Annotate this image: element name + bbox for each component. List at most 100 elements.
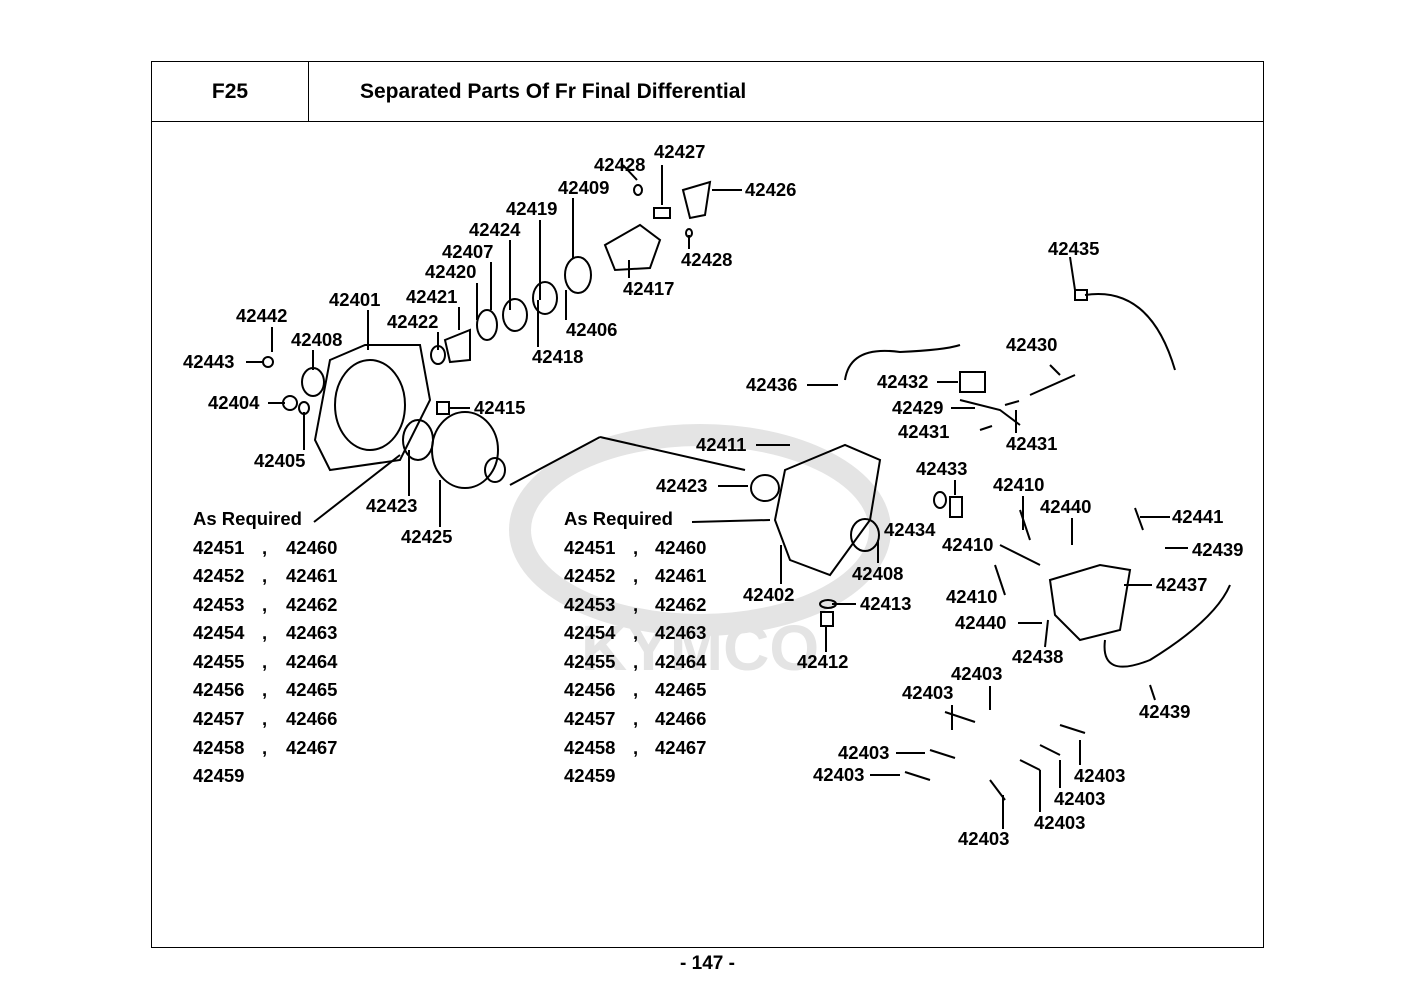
- callout-label: 42403: [1074, 765, 1126, 786]
- callout-label: 42439: [1139, 701, 1191, 722]
- callout-label: 42436: [746, 374, 798, 395]
- part-number: 42465: [655, 679, 707, 700]
- callout-label: 42413: [860, 593, 912, 614]
- part-number: 42466: [286, 708, 338, 729]
- part-number: 42457: [564, 708, 616, 729]
- callout-label: 42419: [506, 198, 558, 219]
- callout-label: 42411: [696, 434, 747, 455]
- callout-label: 42405: [254, 450, 306, 471]
- callout-label: 42403: [838, 742, 890, 763]
- separator: ,: [262, 651, 268, 672]
- part-number: 42463: [286, 622, 338, 643]
- separator: ,: [633, 594, 639, 615]
- callout-label: 42439: [1192, 539, 1244, 560]
- part-number: 42459: [193, 765, 245, 786]
- page-number: - 147 -: [680, 953, 735, 974]
- callout-label: 42431: [1006, 433, 1058, 454]
- part-number: 42458: [564, 737, 616, 758]
- part-number: 42456: [564, 679, 616, 700]
- part-number: 42451: [193, 537, 245, 558]
- part-number: 42460: [655, 537, 707, 558]
- separator: ,: [633, 737, 639, 758]
- callout-label: 42422: [387, 311, 439, 332]
- part-number: 42456: [193, 679, 245, 700]
- part-number: 42459: [564, 765, 616, 786]
- svg-text:KYMCO: KYMCO: [581, 612, 819, 684]
- callout-label: 42427: [654, 141, 706, 162]
- callout-label: 42421: [406, 286, 458, 307]
- callout-label: 42426: [745, 179, 797, 200]
- callout-label: 42407: [442, 241, 494, 262]
- callout-label: 42403: [902, 682, 954, 703]
- separator: ,: [262, 737, 268, 758]
- callout-label: 42410: [993, 474, 1045, 495]
- part-number: 42462: [655, 594, 707, 615]
- callout-label: 42433: [916, 458, 968, 479]
- part-number: 42465: [286, 679, 338, 700]
- diagram-frame: [151, 121, 1264, 948]
- separator: ,: [633, 708, 639, 729]
- callout-label: 42424: [469, 219, 521, 240]
- part-number: 42451: [564, 537, 616, 558]
- part-number: 42454: [564, 622, 616, 643]
- separator: ,: [262, 565, 268, 586]
- part-number: 42453: [193, 594, 245, 615]
- separator: ,: [262, 594, 268, 615]
- callout-label: 42435: [1048, 238, 1100, 259]
- part-number: 42455: [193, 651, 245, 672]
- part-number: 42466: [655, 708, 707, 729]
- part-number: 42454: [193, 622, 245, 643]
- separator: ,: [633, 651, 639, 672]
- part-number: 42452: [193, 565, 245, 586]
- kymco-watermark: KYMCO: [509, 424, 891, 684]
- callout-label: 42410: [942, 534, 994, 555]
- callout-label: 42408: [852, 563, 904, 584]
- callout-label: 42420: [425, 261, 477, 282]
- part-number: 42462: [286, 594, 338, 615]
- separator: ,: [633, 679, 639, 700]
- callout-label: 42438: [1012, 646, 1064, 667]
- callout-label: 42403: [1054, 788, 1106, 809]
- callout-label: 42429: [892, 397, 944, 418]
- separator: ,: [262, 537, 268, 558]
- callout-label: 42417: [623, 278, 675, 299]
- separator: ,: [633, 537, 639, 558]
- part-number: 42461: [655, 565, 707, 586]
- callout-label: 42440: [1040, 496, 1092, 517]
- callout-label: 42434: [884, 519, 936, 540]
- callout-label: 42403: [958, 828, 1010, 849]
- page-title: Separated Parts Of Fr Final Differential: [308, 61, 1264, 122]
- callout-label: 42418: [532, 346, 584, 367]
- callout-label: 42423: [366, 495, 418, 516]
- callout-label: 42403: [951, 663, 1003, 684]
- callout-label: 42440: [955, 612, 1007, 633]
- part-number: 42463: [655, 622, 707, 643]
- callout-label: 42443: [183, 351, 235, 372]
- part-number: 42464: [655, 651, 707, 672]
- separator: ,: [633, 565, 639, 586]
- part-number: 42460: [286, 537, 338, 558]
- callout-label: 42410: [946, 586, 998, 607]
- part-number: 42464: [286, 651, 338, 672]
- as-required-heading: As Required: [564, 508, 673, 529]
- callout-label: 42406: [566, 319, 618, 340]
- callout-label: 42412: [797, 651, 849, 672]
- callout-label: 42441: [1172, 506, 1224, 527]
- part-number: 42467: [655, 737, 707, 758]
- callout-label: 42408: [291, 329, 343, 350]
- callout-label: 42437: [1156, 574, 1208, 595]
- callout-label: 42428: [594, 154, 646, 175]
- callout-label: 42415: [474, 397, 526, 418]
- callout-label: 42403: [813, 764, 865, 785]
- callout-label: 42404: [208, 392, 260, 413]
- separator: ,: [262, 708, 268, 729]
- part-number: 42467: [286, 737, 338, 758]
- callout-label: 42425: [401, 526, 453, 547]
- part-number: 42457: [193, 708, 245, 729]
- callout-label: 42402: [743, 584, 795, 605]
- callout-label: 42431: [898, 421, 950, 442]
- separator: ,: [262, 622, 268, 643]
- callout-label: 42430: [1006, 334, 1058, 355]
- as-required-heading: As Required: [193, 508, 302, 529]
